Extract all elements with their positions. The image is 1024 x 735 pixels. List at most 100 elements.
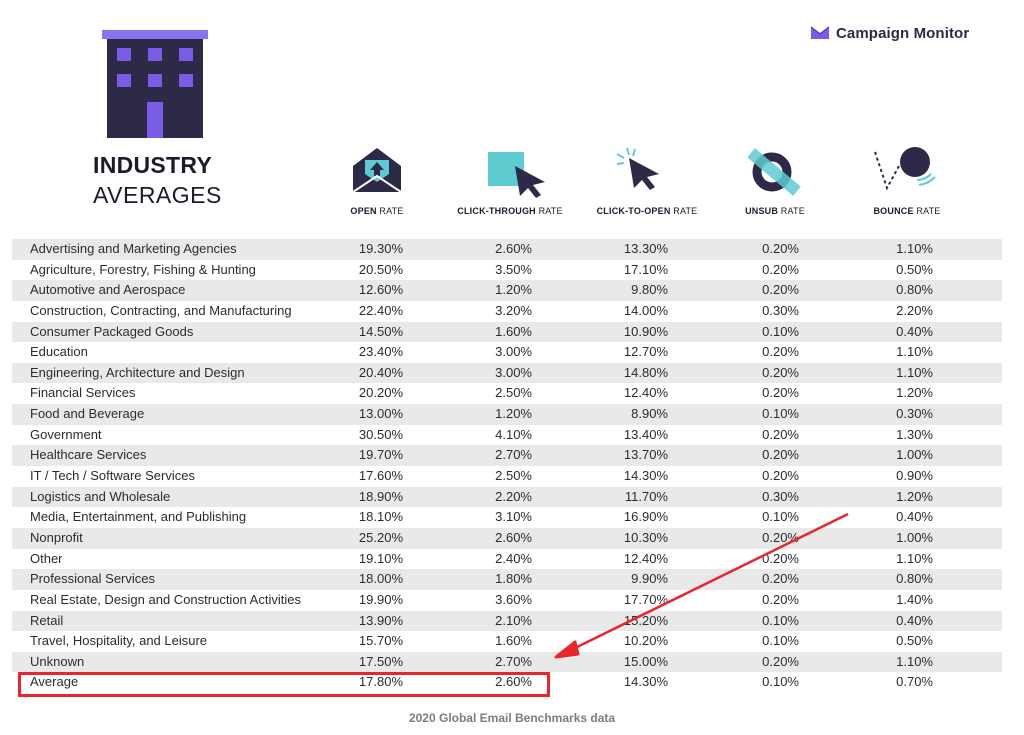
title-line-2: AVERAGES [93, 182, 222, 208]
industry-name: IT / Tech / Software Services [30, 468, 195, 484]
value-cell: 0.50% [896, 633, 933, 649]
industry-name: Professional Services [30, 571, 155, 587]
industry-name: Real Estate, Design and Construction Act… [30, 591, 301, 607]
value-cell: 0.70% [896, 674, 933, 690]
value-cell: 12.70% [623, 344, 668, 360]
value-cell: 3.00% [495, 364, 532, 380]
value-cell: 0.10% [762, 674, 799, 690]
value-cell: 13.70% [623, 447, 668, 463]
value-cell: 2.60% [495, 529, 532, 545]
value-cell: 13.40% [623, 426, 668, 442]
value-cell: 15.20% [623, 612, 668, 628]
value-cell: 22.40% [358, 302, 403, 318]
value-cell: 13.00% [358, 406, 403, 422]
value-cell: 1.00% [896, 529, 933, 545]
industry-name: Logistics and Wholesale [30, 488, 171, 504]
value-cell: 2.20% [495, 488, 532, 504]
footer-source: 2020 Global Email Benchmarks data [408, 711, 616, 725]
value-cell: 12.40% [623, 550, 668, 566]
value-cell: 25.20% [358, 529, 403, 545]
value-cell: 17.10% [623, 261, 668, 277]
value-cell: 20.40% [358, 364, 403, 380]
value-cell: 17.80% [358, 674, 403, 690]
col-header-unsub-rate: UNSUB RATE [745, 206, 805, 216]
table-row: Education 23.40% 3.00% 12.70% 0.20% 1.10% [12, 342, 1002, 363]
industry-name: Consumer Packaged Goods [30, 323, 194, 339]
industry-name: Food and Beverage [30, 406, 145, 422]
value-cell: 0.20% [762, 653, 799, 669]
table-row: Average 17.80% 2.60% 14.30% 0.10% 0.70% [12, 672, 1002, 693]
table-row: Travel, Hospitality, and Leisure 15.70% 1.… [12, 631, 1002, 652]
value-cell: 20.20% [358, 385, 403, 401]
value-cell: 0.10% [762, 323, 799, 339]
value-cell: 3.20% [495, 302, 532, 318]
value-cell: 4.10% [495, 426, 532, 442]
value-cell: 2.40% [495, 550, 532, 566]
brand-name: Campaign Monitor [836, 24, 970, 42]
table-row: Automotive and Aerospace 12.60% 1.20% 9.80%… [12, 280, 1002, 301]
value-cell: 9.90% [631, 571, 668, 587]
value-cell: 9.80% [631, 282, 668, 298]
industry-name: Retail [30, 612, 64, 628]
table-row: Media, Entertainment, and Publishing 18.1… [12, 507, 1002, 528]
value-cell: 0.30% [762, 488, 799, 504]
value-cell: 1.20% [495, 406, 532, 422]
value-cell: 10.90% [623, 323, 668, 339]
value-cell: 11.70% [624, 488, 668, 504]
value-cell: 12.40% [623, 385, 668, 401]
value-cell: 0.10% [762, 509, 799, 525]
unsubscribe-icon [748, 148, 801, 196]
value-cell: 3.60% [495, 591, 532, 607]
value-cell: 2.60% [495, 674, 532, 690]
col-header-bounce-rate: BOUNCE RATE [873, 206, 941, 216]
value-cell: 1.10% [896, 653, 933, 669]
table-row: Engineering, Architecture and Design 20.4… [12, 362, 1002, 384]
value-cell: 0.10% [762, 612, 799, 628]
value-cell: 1.30% [896, 426, 933, 442]
value-cell: 0.20% [762, 529, 799, 545]
value-cell: 0.40% [896, 612, 933, 628]
value-cell: 13.90% [358, 612, 403, 628]
value-cell: 1.60% [495, 633, 532, 649]
table-row: Nonprofit 25.20% 2.60% 10.30% 0.20% 1.00% [12, 527, 1002, 549]
industry-name: Agriculture, Forestry, Fishing & Hunting [30, 261, 256, 277]
value-cell: 0.30% [896, 406, 933, 422]
value-cell: 30.50% [358, 426, 403, 442]
table-row: Professional Services 18.00% 1.80% 9.90% 0.2… [12, 569, 1002, 590]
value-cell: 0.30% [762, 302, 799, 318]
table-row: Financial Services 20.20% 2.50% 12.40% 0.20%… [12, 383, 1002, 404]
value-cell: 0.20% [762, 344, 799, 360]
col-header-open-rate: OPEN RATE [350, 206, 404, 216]
table-row: Government 30.50% 4.10% 13.40% 0.20% 1.30% [12, 425, 1002, 446]
value-cell: 0.20% [762, 571, 799, 587]
value-cell: 1.20% [896, 488, 933, 504]
value-cell: 0.80% [896, 282, 933, 298]
value-cell: 17.60% [358, 468, 403, 484]
value-cell: 0.10% [762, 406, 799, 422]
value-cell: 10.20% [623, 633, 668, 649]
value-cell: 0.20% [762, 591, 799, 607]
table-row: IT / Tech / Software Services 17.60% 2.50%… [12, 466, 1002, 487]
industry-name: Construction, Contracting, and Manufactu… [30, 302, 292, 318]
page-title: INDUSTRY AVERAGES [93, 150, 222, 210]
table-row: Healthcare Services 19.70% 2.70% 13.70% 0.20… [12, 445, 1002, 467]
table-row: Food and Beverage 13.00% 1.20% 8.90% 0.10% 0.… [12, 404, 1002, 425]
benchmarks-table: Advertising and Marketing Agencies 19.30%… [12, 239, 1002, 693]
value-cell: 0.20% [762, 550, 799, 566]
industry-name: Travel, Hospitality, and Leisure [30, 633, 208, 649]
value-cell: 14.00% [623, 302, 668, 318]
value-cell: 16.90% [623, 509, 668, 525]
bounce-ball-icon [874, 147, 936, 191]
value-cell: 1.10% [896, 364, 933, 380]
value-cell: 15.00% [623, 653, 668, 669]
envelope-open-icon [352, 148, 402, 193]
value-cell: 0.20% [762, 468, 799, 484]
value-cell: 14.80% [623, 364, 668, 380]
value-cell: 1.10% [896, 344, 933, 360]
industry-name: Automotive and Aerospace [30, 282, 186, 298]
industry-name: Unknown [30, 653, 85, 669]
value-cell: 2.50% [495, 468, 532, 484]
title-line-1: INDUSTRY [93, 152, 213, 178]
value-cell: 2.70% [495, 653, 532, 669]
value-cell: 15.70% [358, 633, 403, 649]
